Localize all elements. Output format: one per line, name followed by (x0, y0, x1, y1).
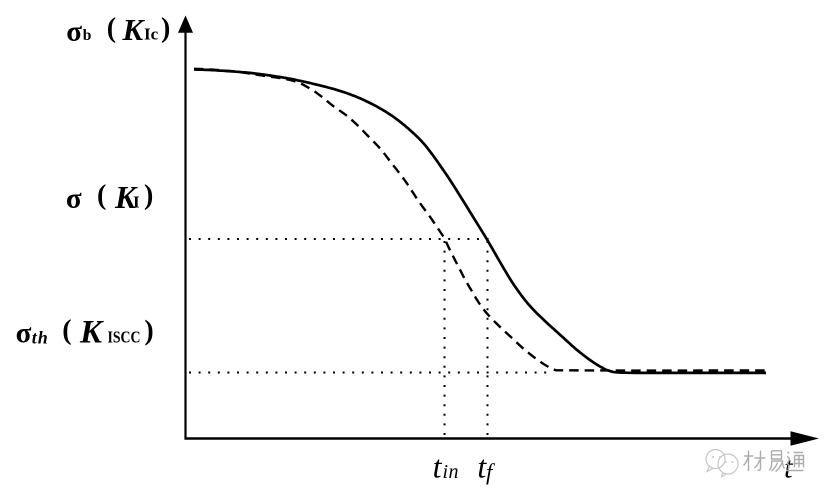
svg-text:K: K (114, 180, 138, 215)
svg-text:(: ( (107, 13, 116, 44)
svg-text:K: K (122, 12, 146, 47)
svg-text:t: t (477, 449, 487, 485)
svg-text:ISCC: ISCC (108, 328, 141, 347)
svg-text:in: in (443, 461, 460, 483)
svg-text:): ) (144, 180, 153, 211)
svg-text:I: I (133, 193, 140, 212)
svg-text:(: ( (62, 315, 71, 346)
svg-text:(: ( (97, 180, 106, 211)
svg-text:t: t (433, 449, 443, 485)
svg-text:σ: σ (16, 317, 32, 349)
svg-text:σ: σ (66, 182, 82, 214)
svg-text:b: b (83, 27, 92, 44)
svg-text:th: th (32, 327, 49, 347)
svg-text:σ: σ (66, 16, 82, 48)
svg-text:): ) (161, 13, 170, 44)
svg-text:Ic: Ic (144, 24, 159, 43)
svg-text:f: f (486, 459, 496, 484)
svg-text:K: K (79, 315, 104, 351)
svg-text:): ) (144, 316, 153, 347)
